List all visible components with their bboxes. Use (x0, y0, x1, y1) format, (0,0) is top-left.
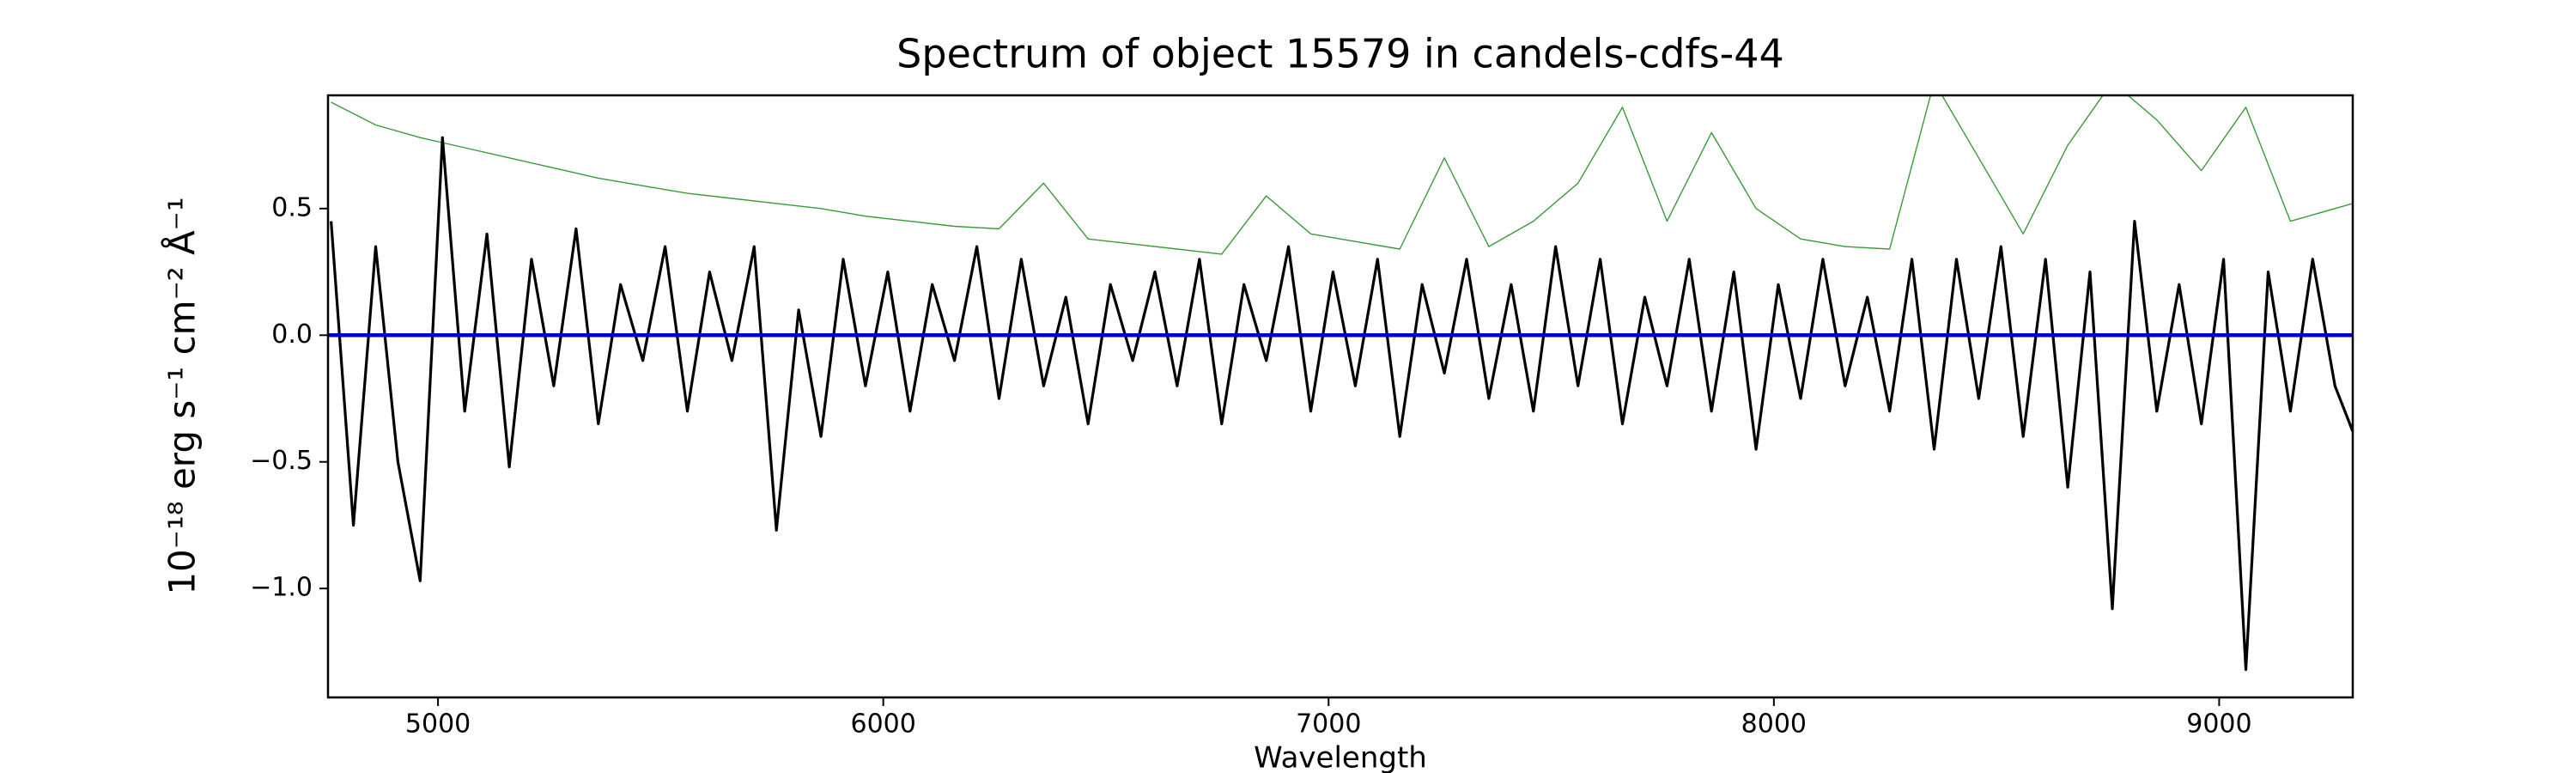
x-tick-label: 8000 (1741, 709, 1807, 740)
x-tick-label: 9000 (2186, 709, 2251, 740)
chart-title: Spectrum of object 15579 in candels-cdfs… (896, 31, 1784, 77)
series-line (330, 136, 2353, 672)
y-tick-label: 0.0 (271, 320, 313, 350)
y-tick-label: 0.5 (271, 192, 313, 222)
y-axis-label: 10⁻¹⁸ erg s⁻¹ cm⁻² Å⁻¹ (161, 197, 204, 594)
y-tick-label: −1.0 (250, 573, 313, 603)
axes-frame (326, 94, 2354, 699)
y-tick-label: −0.5 (250, 446, 313, 476)
x-axis-label: Wavelength (1254, 741, 1427, 773)
x-tick-label: 6000 (850, 709, 915, 740)
series-line (331, 95, 2353, 255)
x-tick-label: 7000 (1296, 709, 1361, 740)
plot-area (328, 95, 2353, 672)
x-tick-label: 5000 (405, 709, 471, 740)
